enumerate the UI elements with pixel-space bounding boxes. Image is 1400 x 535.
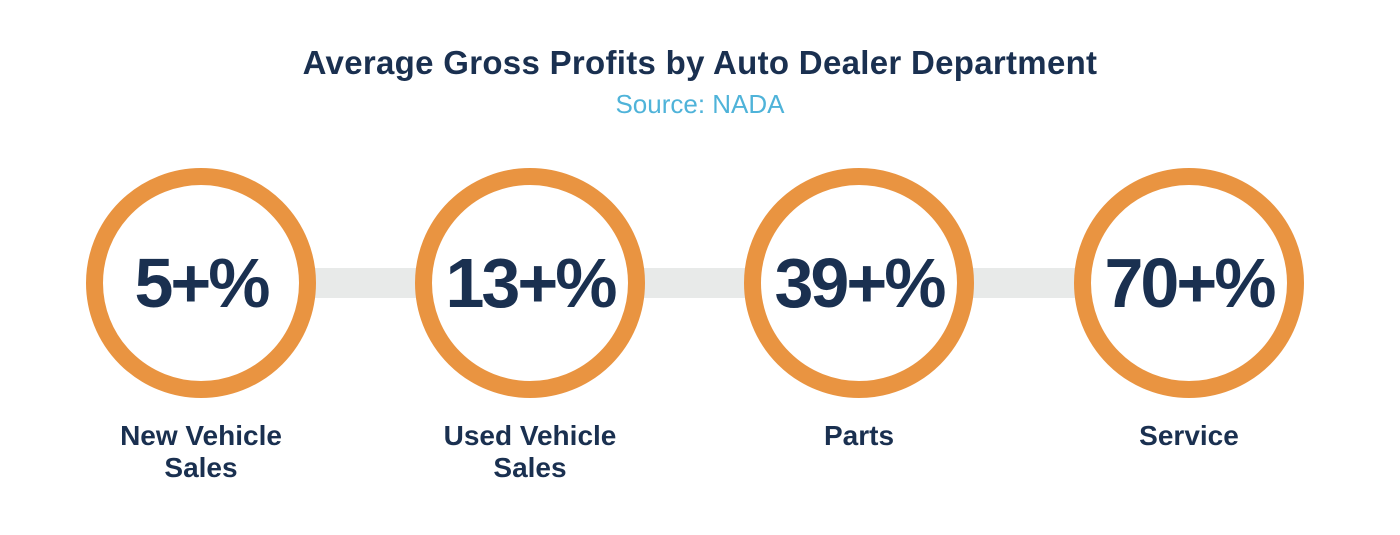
value-circle: 5+%	[86, 168, 316, 398]
value-label: 70+%	[1104, 244, 1277, 322]
value-circle: 13+%	[415, 168, 645, 398]
category-label-line: Sales	[164, 452, 238, 483]
category-label: Parts	[729, 420, 989, 452]
category-label-line: Parts	[823, 420, 895, 451]
category-label-line: Service	[1139, 420, 1239, 451]
value-label: 39+%	[774, 244, 947, 322]
value-circle: 39+%	[744, 168, 974, 398]
value-label: 13+%	[445, 244, 618, 322]
category-label-line: Sales	[493, 452, 567, 483]
category-label: Used Vehicle Sales	[400, 420, 660, 484]
value-label: 5+%	[134, 244, 270, 322]
chart-title: Average Gross Profits by Auto Dealer Dep…	[302, 44, 1098, 81]
category-label-line: New Vehicle	[120, 420, 282, 451]
category-label-line: Used Vehicle	[443, 420, 617, 451]
category-label: New Vehicle Sales	[71, 420, 331, 484]
category-label: Service	[1059, 420, 1319, 452]
value-circle: 70+%	[1074, 168, 1304, 398]
chart-source: Source: NADA	[615, 89, 785, 119]
